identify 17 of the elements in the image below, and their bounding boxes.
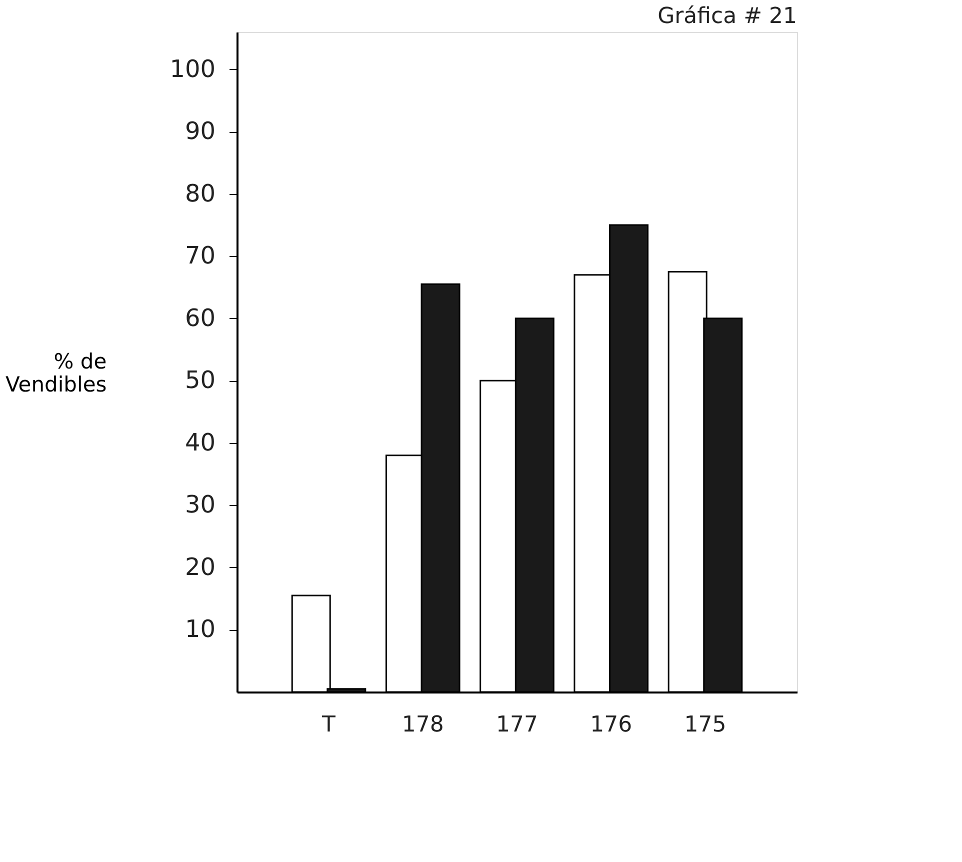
x-tick-label: 178 [402, 712, 444, 738]
x-tick-label: 176 [590, 712, 632, 738]
y-tick-label: 60 [184, 304, 216, 332]
y-tick-label: 20 [184, 552, 216, 581]
y-tick-label: 50 [184, 366, 216, 394]
y-tick-label: 40 [184, 428, 216, 456]
y-tick-label: 70 [184, 242, 216, 270]
chart-title: Gráfica # 21 [658, 4, 797, 29]
y-tick-label: 80 [184, 179, 216, 208]
y-axis-title: % de Vendibles [6, 350, 107, 396]
y-tick-label: 30 [184, 490, 216, 519]
x-tick-label: T [321, 712, 336, 738]
x-tick-label: 177 [496, 712, 538, 738]
y-tick-label: 10 [184, 615, 216, 644]
x-tick-label: 175 [684, 712, 726, 738]
y-tick-label: 90 [184, 117, 216, 146]
y-tick-label: 100 [170, 54, 216, 83]
